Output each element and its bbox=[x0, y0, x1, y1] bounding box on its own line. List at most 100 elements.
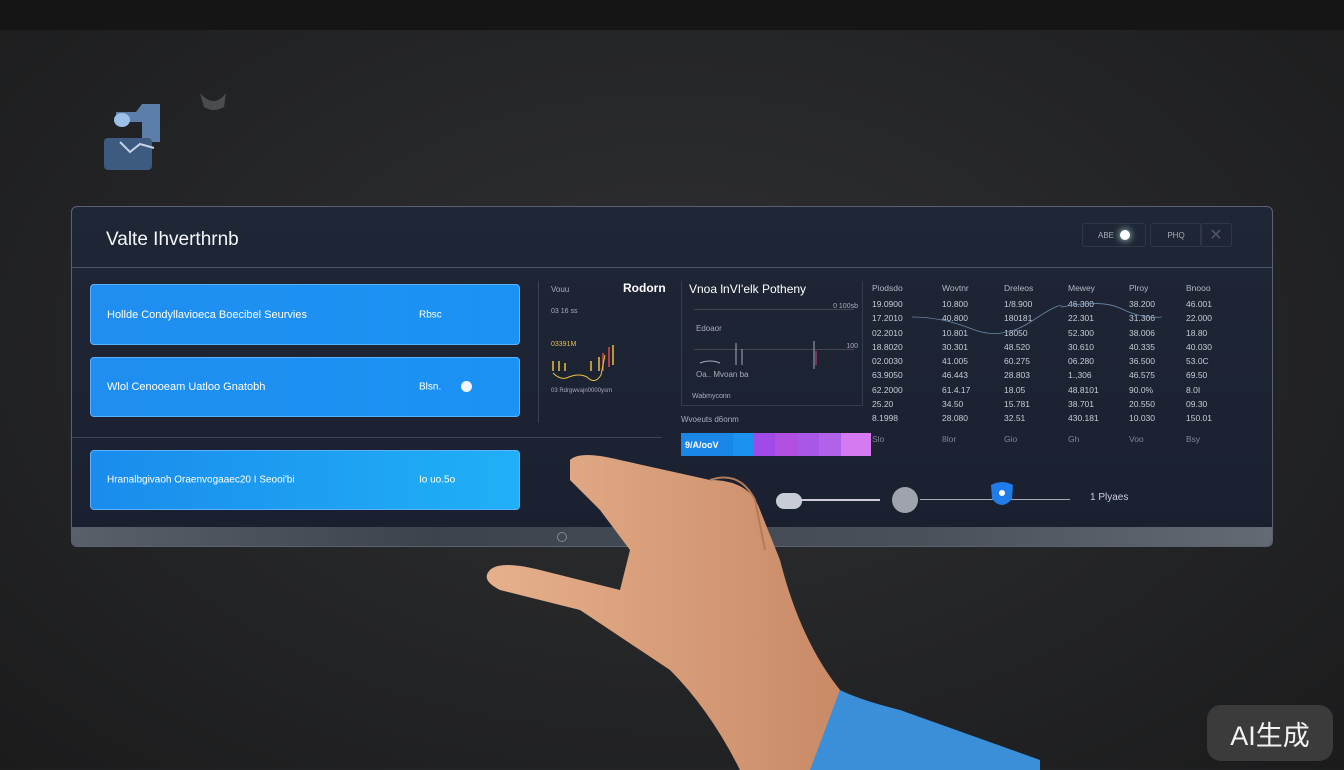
home-icon[interactable] bbox=[557, 532, 567, 542]
table-footer-cell: Gh bbox=[1068, 433, 1080, 444]
progress-caption: Wvoeuts d6onm bbox=[681, 415, 739, 424]
mini-chart-panel: Vouu Rodorn 03 16 ss 03391M 03 Rdrgwvajn… bbox=[538, 281, 666, 423]
table-cell: 31.306 bbox=[1129, 313, 1155, 324]
slider-stop-handle[interactable] bbox=[892, 487, 918, 513]
chart-spikes bbox=[699, 341, 817, 369]
hand-pointer-image bbox=[486, 455, 1040, 770]
card-label: Wlol Cenooeam Uatloo Gnatobh bbox=[107, 381, 266, 393]
table-cell: 38.200 bbox=[1129, 299, 1155, 309]
table-cell: 8.0I bbox=[1186, 384, 1201, 395]
table-cell: 38.701 bbox=[1068, 399, 1094, 410]
progress-segment bbox=[775, 433, 797, 456]
table-cell: 69.50 bbox=[1186, 370, 1208, 381]
column-header[interactable]: Bnooo bbox=[1186, 283, 1211, 293]
table-cell: 18.05 bbox=[1004, 384, 1026, 395]
table-cell: 20.550 bbox=[1129, 399, 1155, 410]
line-chart-panel: 0 100sb Edoaor 100 Oa.. Mvoan ba Wabmyco… bbox=[681, 281, 863, 406]
table-footer-cell: Voo bbox=[1129, 433, 1144, 444]
toggle-label: ABE bbox=[1097, 230, 1114, 240]
column-header[interactable]: Mewey bbox=[1068, 283, 1095, 293]
table-cell: 180181 bbox=[1004, 313, 1033, 324]
column-header[interactable]: Wovtnr bbox=[942, 283, 969, 293]
progress-segment bbox=[841, 433, 871, 456]
table-footer-cell: 8lor bbox=[942, 433, 957, 444]
table-cell: 10.800 bbox=[942, 299, 968, 309]
table-cell: 36.500 bbox=[1129, 356, 1155, 367]
table-column: Wovtnr 10.800 40.800 10.801 30.301 41.005 46.4… bbox=[942, 283, 1002, 448]
slider-thumb-shield-icon[interactable] bbox=[988, 481, 1016, 511]
chart-legend-a: Edoaor bbox=[696, 324, 722, 333]
table-cell: 19.0900 bbox=[872, 299, 903, 309]
table-cell: 40.335 bbox=[1129, 341, 1155, 352]
table-cell: 38.006 bbox=[1129, 327, 1155, 338]
chart-legend-b: Oa.. Mvoan ba bbox=[696, 370, 749, 379]
table-cell: 63.9050 bbox=[872, 370, 903, 381]
slider-label: 1 Plyaes bbox=[1090, 492, 1129, 503]
table-cell: 40.030 bbox=[1186, 341, 1212, 352]
table-cell: 17.2010 bbox=[872, 313, 903, 324]
mini-sub: 03 16 ss bbox=[551, 308, 578, 315]
chart-top-label: 0 100sb bbox=[833, 303, 858, 310]
mini-title: Vouu bbox=[551, 285, 570, 294]
table-cell: 22.301 bbox=[1068, 313, 1094, 324]
toggle-button[interactable]: ABE bbox=[1082, 223, 1146, 247]
table-cell: 48.520 bbox=[1004, 341, 1030, 352]
table-cell: 90.0% bbox=[1129, 384, 1154, 395]
card-value: Blsn. bbox=[419, 381, 442, 393]
card-label: Hranalbgivaoh Oraenvogaaec20 I Seooi'bi bbox=[107, 474, 295, 486]
slider-start-handle[interactable] bbox=[776, 493, 802, 509]
table-footer-cell: Gio bbox=[1004, 433, 1018, 444]
column-header[interactable]: Piodsdo bbox=[872, 283, 903, 293]
mini-footer: 03 Rdrgwvajn0000ysm bbox=[551, 388, 613, 394]
table-cell: 46.443 bbox=[942, 370, 968, 381]
profile-button[interactable]: PHQ bbox=[1150, 223, 1202, 247]
table-cell: 1.,306 bbox=[1068, 370, 1092, 381]
mini-series-label: 03391M bbox=[551, 341, 577, 348]
table-column: Piodsdo 19.0900 17.2010 02.2010 18.8020 02.00… bbox=[872, 283, 932, 448]
card-value: Rbsc bbox=[419, 309, 442, 320]
service-card-1[interactable]: Hollde Condyllavioeca Boecibel Seurvies … bbox=[90, 284, 520, 345]
table-cell: 18.8020 bbox=[872, 341, 903, 352]
slider-track bbox=[790, 499, 880, 501]
table-cell: 8.1998 bbox=[872, 413, 898, 424]
table-cell: 430.181 bbox=[1068, 413, 1099, 424]
table-column: Bnooo 46.001 22.000 18.80 40.030 53.0C 69.50 8.… bbox=[1186, 283, 1246, 448]
table-cell: 34.50 bbox=[942, 399, 964, 410]
service-card-3[interactable]: Hranalbgivaoh Oraenvogaaec20 I Seooi'bi … bbox=[90, 450, 520, 510]
chart-foot: Wabmyconn bbox=[692, 393, 731, 400]
window-header: Valte Ihverthrnb ABE PHQ ✕ bbox=[72, 207, 1272, 268]
table-cell: 30.610 bbox=[1068, 341, 1094, 352]
table-cell: 48.8101 bbox=[1068, 384, 1099, 395]
app-logo-icon bbox=[104, 104, 160, 170]
column-header[interactable]: Plroy bbox=[1129, 283, 1149, 293]
ai-generated-watermark: AI生成 bbox=[1207, 705, 1333, 761]
chart-mid-label: 100 bbox=[846, 343, 858, 350]
table-cell: 53.0C bbox=[1186, 356, 1209, 367]
table-cell: 1/8.900 bbox=[1004, 299, 1033, 309]
chart-title: Vnoa lnVI'elk Potheny bbox=[689, 282, 807, 296]
table-cell: 41.005 bbox=[942, 356, 968, 367]
table-cell: 52.300 bbox=[1068, 327, 1094, 338]
table-cell: 10.801 bbox=[942, 327, 968, 338]
table-cell: 61.4.17 bbox=[942, 384, 971, 395]
progress-bar: 9/A/ooV bbox=[681, 433, 898, 456]
table-cell: 09.30 bbox=[1186, 399, 1208, 410]
table-cell: 28.080 bbox=[942, 413, 968, 424]
table-cell: 62.2000 bbox=[872, 384, 903, 395]
progress-segment bbox=[797, 433, 819, 456]
close-icon[interactable]: ✕ bbox=[1200, 223, 1232, 247]
table-cell: 150.01 bbox=[1186, 413, 1212, 424]
table-cell: 18050 bbox=[1004, 327, 1028, 338]
service-card-2[interactable]: Wlol Cenooeam Uatloo Gnatobh Blsn. bbox=[90, 357, 520, 417]
table-cell: 28.803 bbox=[1004, 370, 1030, 381]
table-cell: 02.0030 bbox=[872, 356, 903, 367]
shield-logo-icon bbox=[200, 93, 226, 110]
table-cell: 25.20 bbox=[872, 399, 894, 410]
column-header[interactable]: Dreleos bbox=[1004, 283, 1034, 293]
info-dot-icon[interactable] bbox=[461, 381, 472, 392]
table-cell: 40.800 bbox=[942, 313, 968, 324]
divider bbox=[72, 437, 662, 438]
window-title: Valte Ihverthrnb bbox=[106, 229, 239, 250]
progress-segment bbox=[733, 433, 753, 456]
slider[interactable]: 1 Plyaes bbox=[772, 479, 1132, 519]
